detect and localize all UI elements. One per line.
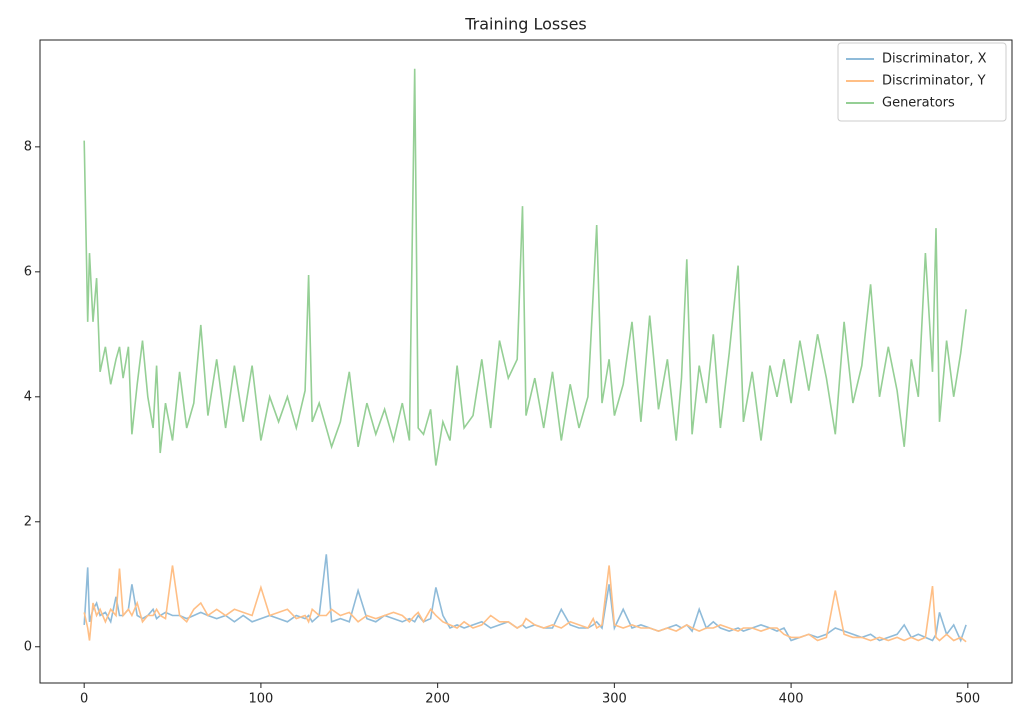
- legend-box: [837, 42, 1007, 122]
- y-tick-label: 4: [24, 389, 32, 404]
- x-tick-label: 100: [248, 692, 273, 707]
- legend-label: Generators: [882, 96, 955, 111]
- chart-title: Training Losses: [464, 15, 587, 34]
- x-tick-label: 0: [80, 692, 88, 707]
- x-tick-label: 300: [602, 692, 627, 707]
- y-tick-label: 0: [24, 639, 32, 654]
- y-tick-label: 2: [24, 514, 32, 529]
- legend-label: Discriminator, X: [882, 52, 987, 67]
- legend: Discriminator, X Discriminator, Y Generato…: [837, 42, 1007, 122]
- line-series: [83, 565, 967, 643]
- legend-label: Discriminator, Y: [882, 74, 986, 89]
- y-tick-label: 6: [24, 264, 32, 279]
- y-tick-label: 8: [24, 139, 32, 154]
- x-tick-label: 500: [955, 692, 980, 707]
- line-series: [83, 68, 967, 466]
- x-tick-label: 400: [779, 692, 804, 707]
- plot-frame: [39, 39, 1013, 684]
- x-tick-label: 200: [425, 692, 450, 707]
